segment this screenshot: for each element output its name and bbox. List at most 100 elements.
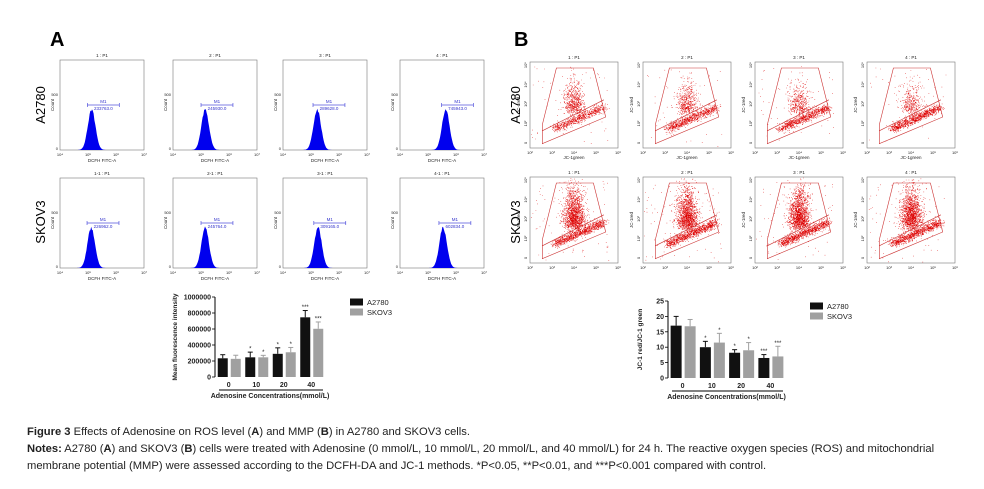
y-axis-label: JC-1red bbox=[629, 97, 634, 114]
y-tick-label: 10² bbox=[636, 235, 641, 241]
gate-value: 309165.0 bbox=[320, 224, 339, 229]
plot-frame bbox=[529, 61, 619, 149]
histogram-plot: 2-1 : P1 Count 0 500 10⁴ 10⁵ 10⁶ 10⁷ DCFH FITC-A… bbox=[163, 171, 260, 281]
x-tick-label: 10⁵ bbox=[198, 152, 204, 157]
scatter-points bbox=[756, 177, 833, 260]
x-tick-label: 10⁶ bbox=[336, 270, 342, 275]
legend-label: SKOV3 bbox=[367, 308, 392, 317]
y-tick-label: 10² bbox=[748, 235, 753, 241]
x-axis-label: JC-1green bbox=[563, 155, 585, 160]
caption-figure-number: Figure 3 bbox=[27, 426, 71, 438]
plot-frame bbox=[642, 61, 732, 149]
y-axis-label: Count bbox=[50, 216, 55, 229]
x-axis-label: DCFH FITC-A bbox=[88, 276, 116, 281]
y-tick-label: 10⁴ bbox=[523, 81, 528, 87]
x-tick-label: 10⁵ bbox=[930, 265, 936, 270]
y-tick-label: 10⁵ bbox=[636, 177, 641, 183]
x-tick-label: 10² bbox=[752, 265, 758, 270]
x-tick-label: 10⁵ bbox=[818, 150, 824, 155]
y-tick-label: 15 bbox=[656, 329, 664, 336]
gate-value: 245764.0 bbox=[208, 224, 227, 229]
y-tick-label: 10⁴ bbox=[636, 81, 641, 87]
gate-polygon bbox=[654, 67, 720, 145]
gate-label: M1 bbox=[214, 99, 221, 104]
histogram-plot: 1-1 : P1 Count 0 500 10⁴ 10⁵ 10⁶ 10⁷ DCFH FITC-A… bbox=[50, 171, 147, 281]
significance-marker: * bbox=[277, 342, 280, 348]
y-tick-label: 10² bbox=[523, 120, 528, 126]
x-axis-label: Adenosine Concentrations(mmol/L) bbox=[211, 393, 330, 400]
x-tick-label: 10⁵ bbox=[593, 150, 599, 155]
gate-polygon bbox=[878, 182, 944, 260]
x-tick-label: 40 bbox=[307, 382, 315, 389]
x-tick-label: 10⁶ bbox=[226, 270, 232, 275]
x-axis-label: JC-1green bbox=[676, 155, 698, 160]
legend-label: A2780 bbox=[367, 298, 389, 307]
caption-text: ) and SKOV3 ( bbox=[111, 443, 185, 455]
x-tick-label: 10³ bbox=[774, 265, 780, 270]
y-tick-label: 0 bbox=[279, 264, 282, 269]
x-tick-label: 40 bbox=[766, 383, 774, 390]
x-tick-label: 10⁵ bbox=[198, 270, 204, 275]
x-tick-label: 10⁶ bbox=[952, 150, 958, 155]
gate-m1-marker bbox=[87, 103, 120, 107]
x-tick-label: 10⁴ bbox=[908, 265, 914, 270]
row-label: A2780 bbox=[33, 86, 48, 124]
y-tick-label: 10⁴ bbox=[636, 196, 641, 202]
x-tick-label: 10³ bbox=[549, 265, 555, 270]
gate-polygon bbox=[541, 67, 607, 145]
y-tick-label: 0 bbox=[636, 141, 641, 144]
x-tick-label: 10⁶ bbox=[453, 152, 459, 157]
bar-a2780 bbox=[670, 325, 682, 378]
panel-b-label: B bbox=[514, 29, 528, 51]
histogram-fill bbox=[60, 109, 144, 150]
gate-polygon bbox=[766, 182, 832, 260]
gate-polygon bbox=[654, 182, 720, 260]
significance-marker: *** bbox=[774, 341, 782, 347]
y-tick-label: 10³ bbox=[860, 215, 865, 221]
gate-value: 245930.0 bbox=[208, 106, 227, 111]
x-tick-label: 10⁴ bbox=[170, 152, 176, 157]
x-tick-label: 10⁴ bbox=[796, 265, 802, 270]
y-tick-label: 10⁵ bbox=[860, 177, 865, 183]
x-tick-label: 10⁶ bbox=[336, 152, 342, 157]
significance-marker: *** bbox=[315, 316, 323, 322]
gate-value: 602834.0 bbox=[445, 224, 464, 229]
histogram-fill bbox=[400, 226, 484, 268]
scatter-points bbox=[531, 66, 610, 144]
significance-marker: * bbox=[262, 350, 265, 356]
plot-title: 4 : P1 bbox=[905, 170, 917, 175]
notes-label: Notes: bbox=[27, 443, 62, 455]
plot-frame bbox=[642, 176, 732, 264]
x-tick-label: 10⁵ bbox=[308, 270, 314, 275]
y-tick-label: 200000 bbox=[188, 359, 211, 366]
x-tick-label: 10⁷ bbox=[254, 152, 260, 157]
dot-plot: 2 : P1 JC-1red 0 10² 10³ 10⁴ 10⁵ 10² 10³ 10⁴ 10⁵ 10… bbox=[629, 170, 734, 270]
gate-value: 289628.0 bbox=[320, 106, 339, 111]
gate-value: 745943.0 bbox=[448, 106, 467, 111]
y-tick-label: 20 bbox=[656, 314, 664, 321]
y-tick-label: 10³ bbox=[748, 100, 753, 106]
y-tick-label: 10⁵ bbox=[748, 62, 753, 68]
caption-text: A2780 ( bbox=[61, 443, 104, 455]
plot-title: 3-1 : P1 bbox=[317, 171, 333, 176]
x-tick-label: 10⁷ bbox=[254, 270, 260, 275]
plot-frame bbox=[529, 176, 619, 264]
significance-marker: * bbox=[704, 336, 707, 342]
bar-a2780 bbox=[699, 347, 711, 378]
x-axis-label: DCFH FITC-A bbox=[201, 276, 229, 281]
x-tick-label: 10⁵ bbox=[425, 270, 431, 275]
gate-polygon bbox=[541, 182, 607, 260]
plot-frame bbox=[754, 176, 844, 264]
gate-m1-marker bbox=[200, 103, 234, 107]
y-tick-label: 10³ bbox=[636, 215, 641, 221]
gate-label: M1 bbox=[452, 217, 459, 222]
y-axis-label: Count bbox=[163, 216, 168, 229]
legend-label: A2780 bbox=[827, 302, 849, 311]
x-tick-label: 10⁴ bbox=[280, 270, 286, 275]
x-tick-label: 10⁷ bbox=[141, 270, 147, 275]
y-tick-label: 0 bbox=[56, 146, 59, 151]
y-tick-label: 10² bbox=[523, 235, 528, 241]
y-axis-label: Count bbox=[273, 216, 278, 229]
x-tick-label: 10⁵ bbox=[425, 152, 431, 157]
